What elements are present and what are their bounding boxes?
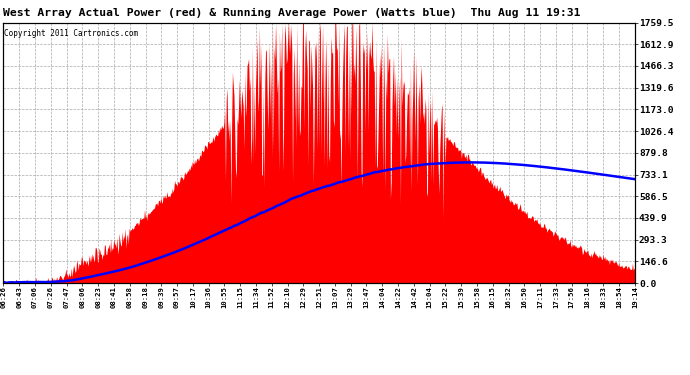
Text: West Array Actual Power (red) & Running Average Power (Watts blue)  Thu Aug 11 1: West Array Actual Power (red) & Running … (3, 8, 581, 18)
Text: Copyright 2011 Cartronics.com: Copyright 2011 Cartronics.com (4, 29, 138, 38)
